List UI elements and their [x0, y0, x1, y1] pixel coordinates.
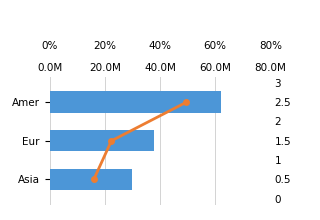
- Bar: [50, 92, 221, 113]
- Bar: [50, 130, 155, 151]
- Bar: [50, 169, 132, 190]
